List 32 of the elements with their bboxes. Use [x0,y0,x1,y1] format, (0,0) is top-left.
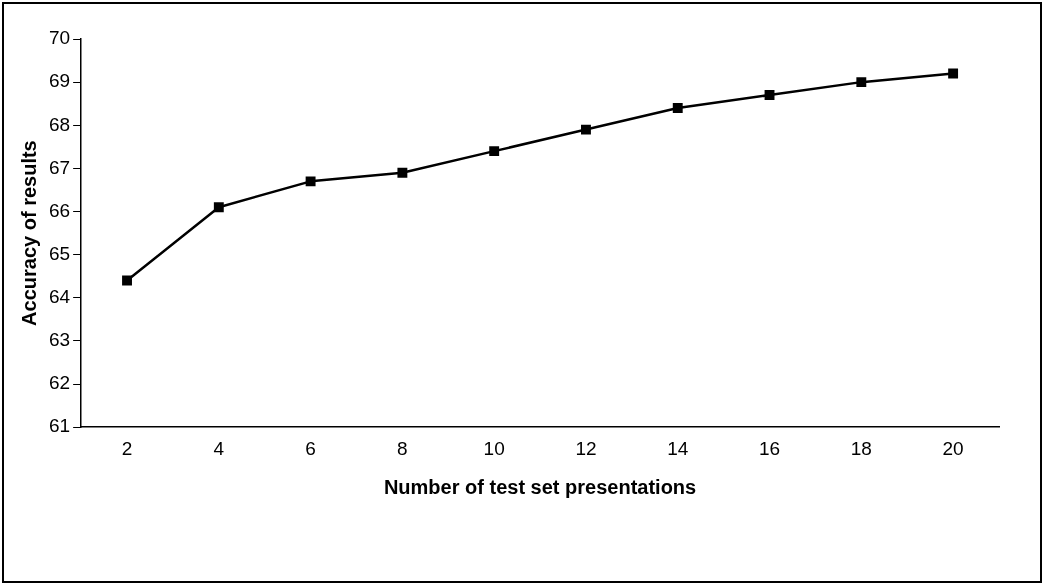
x-tick-label: 20 [942,437,964,459]
point [122,275,132,286]
x-tick-label: 14 [667,437,689,459]
y-tick-label: 64 [48,286,71,308]
point [764,90,775,101]
x-tick-label: 2 [121,437,133,459]
x-tick-label: 6 [305,437,316,459]
x-tick-label: 18 [850,437,872,459]
point [305,176,316,187]
point [213,202,224,213]
y-tick-label: 61 [48,415,71,437]
y-tick-label: 67 [48,156,71,178]
y-tick-label: 69 [48,70,71,92]
point [489,146,500,157]
y-axis-title: Accuracy of results [17,140,40,326]
x-tick-label: 8 [397,437,408,459]
point [581,124,591,135]
y-tick-label: 65 [48,242,71,264]
point [856,77,867,88]
point [672,103,683,113]
y-tick-label: 66 [48,199,71,221]
point [397,167,408,178]
x-tick-label: 4 [213,437,225,459]
point [948,68,959,79]
x-axis-title: Number of test set presentations [383,475,697,498]
y-tick-label: 70 [48,27,71,49]
x-tick-label: 10 [483,437,505,459]
y-tick-label: 63 [48,329,71,351]
y-tick-label: 68 [48,113,71,135]
x-tick-label: 12 [575,437,597,459]
y-tick-label: 62 [48,372,71,394]
x-tick-label: 16 [758,437,781,459]
